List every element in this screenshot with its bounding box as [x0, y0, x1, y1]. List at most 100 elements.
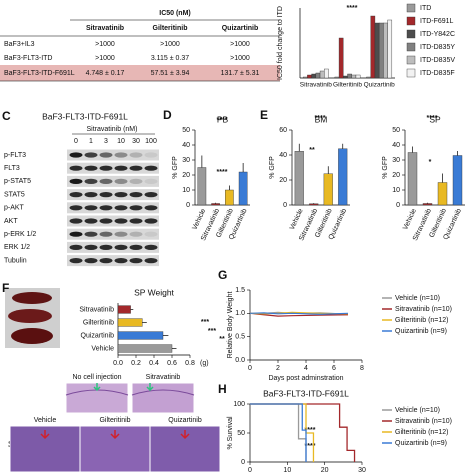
spleen-photo — [5, 288, 60, 348]
legend-swatch — [406, 68, 416, 78]
bar — [117, 331, 164, 340]
arrow — [180, 430, 190, 440]
y-axis-label: Relative Body Weight — [227, 292, 234, 359]
significance: ** — [309, 147, 315, 154]
bar — [437, 182, 448, 206]
band — [99, 258, 113, 264]
legend-label: Sitravatinib (n=10) — [395, 306, 452, 313]
x-tick-label: 0.8 — [185, 360, 195, 367]
significance: **** — [217, 169, 228, 176]
line — [249, 312, 349, 315]
band — [84, 205, 98, 211]
legend-label: Vehicle (n=10) — [395, 407, 440, 414]
spleen — [12, 292, 52, 304]
x-tick-label: Quizartinib — [364, 82, 395, 89]
band — [114, 192, 128, 198]
band — [129, 178, 143, 184]
protein-label: STAT5 — [4, 191, 25, 198]
band — [84, 178, 98, 184]
bar — [225, 189, 234, 206]
row-header: BaF3+IL3 — [4, 41, 35, 48]
x-tick-label: Gilteritinib — [333, 82, 362, 89]
band — [129, 205, 143, 211]
bar — [334, 76, 340, 79]
bar — [370, 15, 376, 79]
y-tick-label: 0.0 — [235, 357, 245, 364]
x-tick-label: 0 — [248, 365, 252, 372]
bar — [338, 37, 344, 79]
x-tick-label: 2 — [276, 365, 280, 372]
arrow — [146, 383, 154, 392]
significance: **** — [315, 115, 326, 122]
band — [114, 231, 128, 237]
y-tick-label: Sitravatinib — [79, 306, 114, 313]
band — [84, 165, 98, 171]
legend-swatch — [406, 3, 416, 13]
table-cell: >1000 — [95, 55, 115, 62]
bar — [238, 171, 248, 206]
y-tick-label: Vehicle — [91, 345, 114, 352]
bar — [452, 155, 463, 206]
table-caption: IC50 (nM) — [159, 10, 191, 17]
y-tick-label: Gilteritinib — [83, 319, 114, 326]
arrow — [110, 430, 120, 440]
highlight-row — [0, 65, 280, 81]
x-tick-label: 0 — [248, 467, 252, 474]
y-tick-label: 0.5 — [235, 334, 245, 341]
bar — [343, 75, 348, 79]
row-header: BaF3-FLT3-ITD — [4, 55, 53, 62]
bar — [302, 76, 308, 79]
legend-label: ITD-F691L — [420, 18, 454, 25]
y-tick-label: 1.5 — [235, 287, 245, 294]
y-tick-label: 10 — [182, 187, 190, 194]
protein-label: FLT3 — [4, 165, 20, 172]
band — [129, 165, 143, 171]
bar — [383, 22, 388, 79]
band — [144, 218, 158, 224]
table-cell: 4.748 ± 0.17 — [86, 70, 125, 77]
bar — [117, 344, 173, 353]
band — [99, 152, 113, 158]
line — [249, 312, 349, 317]
band — [99, 178, 113, 184]
blot-strip — [67, 149, 159, 161]
x-tick-label: 20 — [321, 467, 329, 474]
panel-letter: F — [2, 281, 9, 295]
legend-label: Gilteritinib (n=12) — [395, 429, 449, 436]
table-cell: 131.7 ± 5.31 — [221, 70, 260, 77]
band — [69, 244, 83, 250]
y-axis-label: % GFP — [172, 156, 179, 179]
x-tick-label: 0.0 — [113, 360, 123, 367]
panel-letter: E — [260, 108, 268, 122]
band — [69, 231, 83, 237]
chart-title: BM — [315, 114, 328, 124]
table-cell: 57.51 ± 3.94 — [151, 70, 190, 77]
significance: ** — [219, 336, 225, 343]
y-tick-label: 0 — [186, 202, 190, 209]
protein-label: p-AKT — [4, 205, 25, 212]
blot-strip — [67, 215, 159, 227]
dose-label: 100 — [145, 138, 157, 145]
table-cell: >1000 — [95, 41, 115, 48]
panel-letter: D — [163, 108, 172, 122]
legend-swatch — [406, 42, 416, 52]
significance: **** — [347, 5, 358, 12]
band — [84, 218, 98, 224]
band — [144, 258, 158, 264]
blot-strip — [67, 241, 159, 253]
x-tick-label: 4 — [304, 365, 308, 372]
legend-label: ITD — [420, 5, 431, 12]
band — [129, 258, 143, 264]
significance: *** — [201, 319, 209, 326]
arrow — [93, 383, 101, 392]
legend-swatch — [406, 29, 416, 39]
band — [84, 244, 98, 250]
significance: **** — [217, 117, 228, 124]
dose-label: 1 — [89, 138, 93, 145]
chart-title: SP — [429, 114, 441, 124]
bar — [351, 74, 357, 79]
significance: **** — [305, 427, 316, 434]
band — [99, 165, 113, 171]
bar — [319, 70, 325, 79]
